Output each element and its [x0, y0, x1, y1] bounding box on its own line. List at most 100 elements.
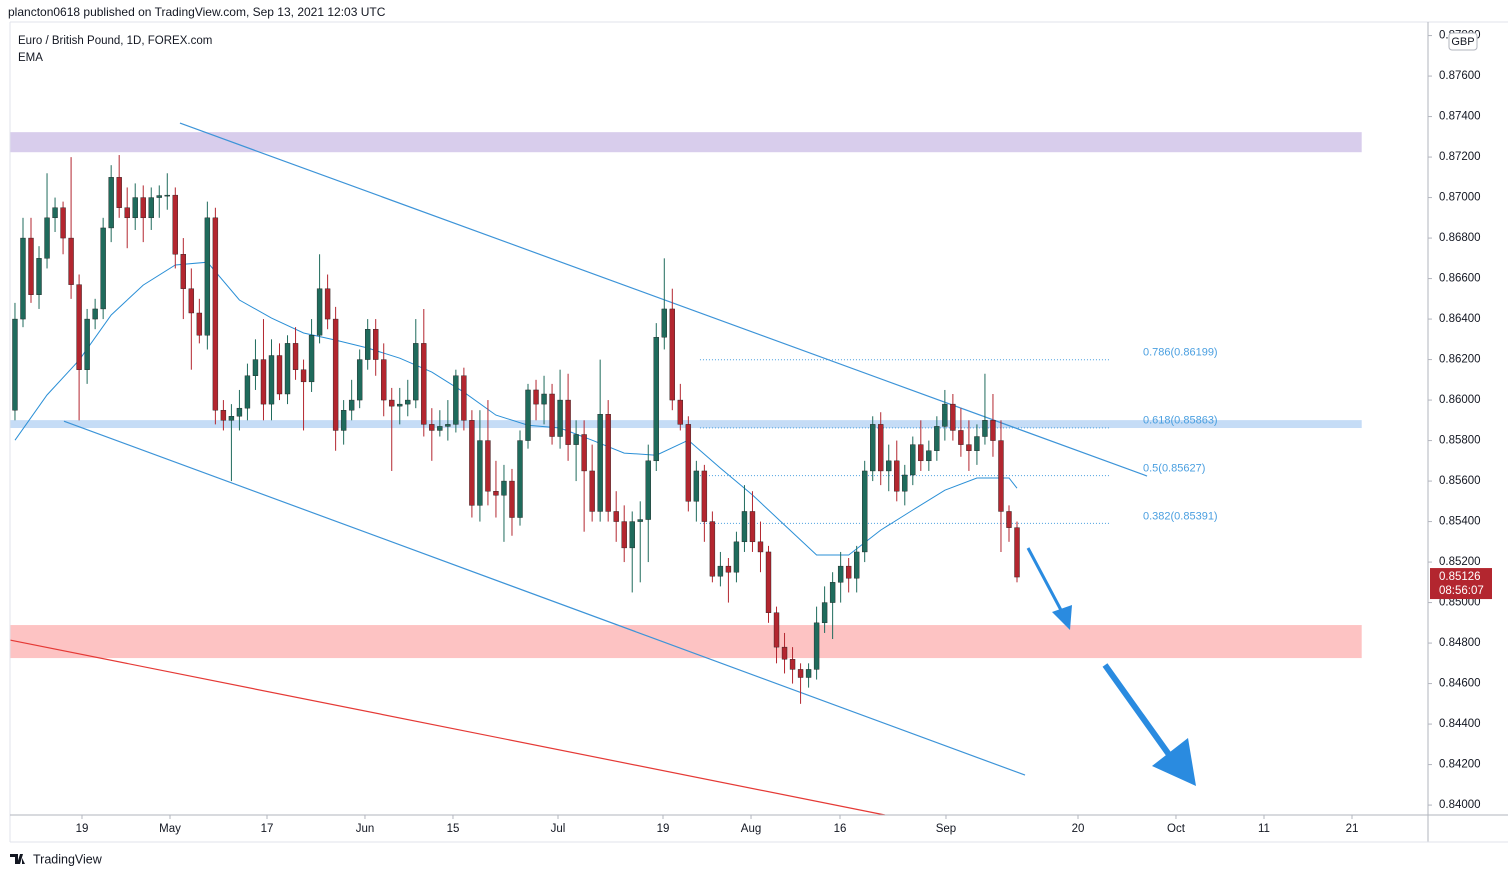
- forecast-arrows: [1026, 547, 1196, 786]
- candle-body: [196, 312, 203, 336]
- candle-body: [829, 582, 836, 603]
- candle-body: [974, 436, 980, 451]
- candle-body: [84, 318, 90, 370]
- symbol-title: Euro / British Pound, 1D, FOREX.com: [18, 35, 212, 47]
- x-tick-label: Aug: [741, 823, 761, 835]
- x-tick-label: 20: [1072, 823, 1085, 835]
- candle-body: [685, 424, 692, 502]
- candle-body: [437, 426, 443, 431]
- candle-body: [693, 470, 700, 502]
- candle-body: [837, 565, 844, 583]
- candle-body: [292, 343, 299, 370]
- candle-body: [308, 335, 315, 383]
- y-tick-label: 0.84800: [1439, 637, 1481, 649]
- candle-body: [934, 426, 940, 451]
- candle-body: [92, 308, 98, 320]
- candle-body: [589, 470, 595, 512]
- candle-body: [212, 217, 219, 411]
- arrow-head: [1052, 605, 1072, 630]
- candle-body: [132, 197, 138, 219]
- candle-body: [148, 197, 154, 219]
- candle-body: [613, 511, 619, 522]
- x-tick-label: Sep: [936, 823, 956, 835]
- candle-body: [1014, 527, 1020, 578]
- candle-body: [525, 389, 531, 441]
- candle-body: [68, 237, 74, 285]
- candle-body: [493, 490, 499, 496]
- x-tick-label: 19: [76, 823, 89, 835]
- candle-body: [629, 521, 635, 549]
- candle-body: [605, 414, 611, 512]
- candle-body: [661, 308, 667, 338]
- candle-body: [765, 551, 772, 613]
- candle-body: [116, 177, 122, 208]
- candle-body: [669, 308, 675, 401]
- y-tick-label: 0.84600: [1439, 678, 1481, 690]
- candle-body: [717, 565, 724, 577]
- candle-body: [1006, 511, 1012, 528]
- plot-area: 0.786(0.86199) 0.618(0.85863) 0.5(0.85627)…: [9, 122, 1362, 816]
- candle-body: [316, 288, 323, 336]
- candle-body: [733, 541, 740, 573]
- candle-body: [653, 337, 659, 462]
- y-tick-label: 0.85800: [1439, 435, 1481, 447]
- y-tick-label: 0.85200: [1439, 556, 1481, 568]
- candle-body: [485, 440, 491, 492]
- candle-body: [445, 424, 451, 427]
- y-tick-label: 0.86800: [1439, 232, 1481, 244]
- candle-body: [853, 551, 860, 579]
- arrow-shaft: [1026, 547, 1064, 613]
- candle-body: [902, 474, 908, 492]
- candle-body: [509, 480, 515, 518]
- candle-body: [365, 328, 371, 360]
- candle-body: [966, 444, 972, 451]
- candle-body: [477, 440, 483, 506]
- indicator-label: EMA: [18, 52, 43, 64]
- candle-body: [373, 328, 379, 360]
- arrow-head: [1152, 738, 1196, 786]
- candle-body: [172, 194, 178, 255]
- candle-body: [413, 343, 419, 401]
- candle-body: [228, 416, 235, 421]
- candle-body: [741, 511, 748, 543]
- x-tick-label: 17: [261, 823, 274, 835]
- candle-body: [701, 470, 708, 522]
- candle-body: [300, 369, 307, 383]
- candle-body: [140, 197, 146, 219]
- candle-body: [565, 399, 571, 445]
- candle-body: [180, 254, 186, 289]
- last-price-tag: [1430, 568, 1492, 600]
- candle-body: [356, 359, 363, 401]
- candle-body: [244, 375, 251, 409]
- x-tick-label: May: [159, 823, 181, 835]
- candle-body: [236, 407, 243, 417]
- candle-body: [958, 430, 964, 445]
- candle-body: [108, 177, 114, 229]
- brand-logo: TradingView: [10, 852, 103, 866]
- candle-body: [421, 343, 427, 425]
- candle-body: [28, 237, 34, 295]
- candle-body: [429, 424, 435, 431]
- candle-body: [998, 440, 1004, 512]
- candle-body: [284, 343, 291, 395]
- y-tick-label: 0.84200: [1439, 759, 1481, 771]
- candle-body: [926, 450, 932, 462]
- candle-body: [597, 414, 603, 512]
- candle-body: [220, 409, 227, 421]
- candle-body: [52, 207, 58, 219]
- candle-body: [805, 669, 812, 678]
- candle-body: [878, 424, 884, 472]
- candle-body: [268, 355, 275, 405]
- arrow-shaft: [1102, 663, 1178, 765]
- candle-body: [501, 480, 507, 496]
- candle-body: [910, 444, 916, 476]
- countdown-label: 08:56:07: [1439, 585, 1484, 597]
- candle-body: [517, 440, 523, 518]
- logo-icon: [10, 854, 25, 864]
- candle-body: [453, 375, 459, 425]
- trend-line: [63, 420, 1026, 776]
- x-tick-label: Jun: [356, 823, 375, 835]
- x-tick-label: 16: [834, 823, 847, 835]
- candle-body: [773, 612, 780, 648]
- candle-body: [188, 288, 195, 314]
